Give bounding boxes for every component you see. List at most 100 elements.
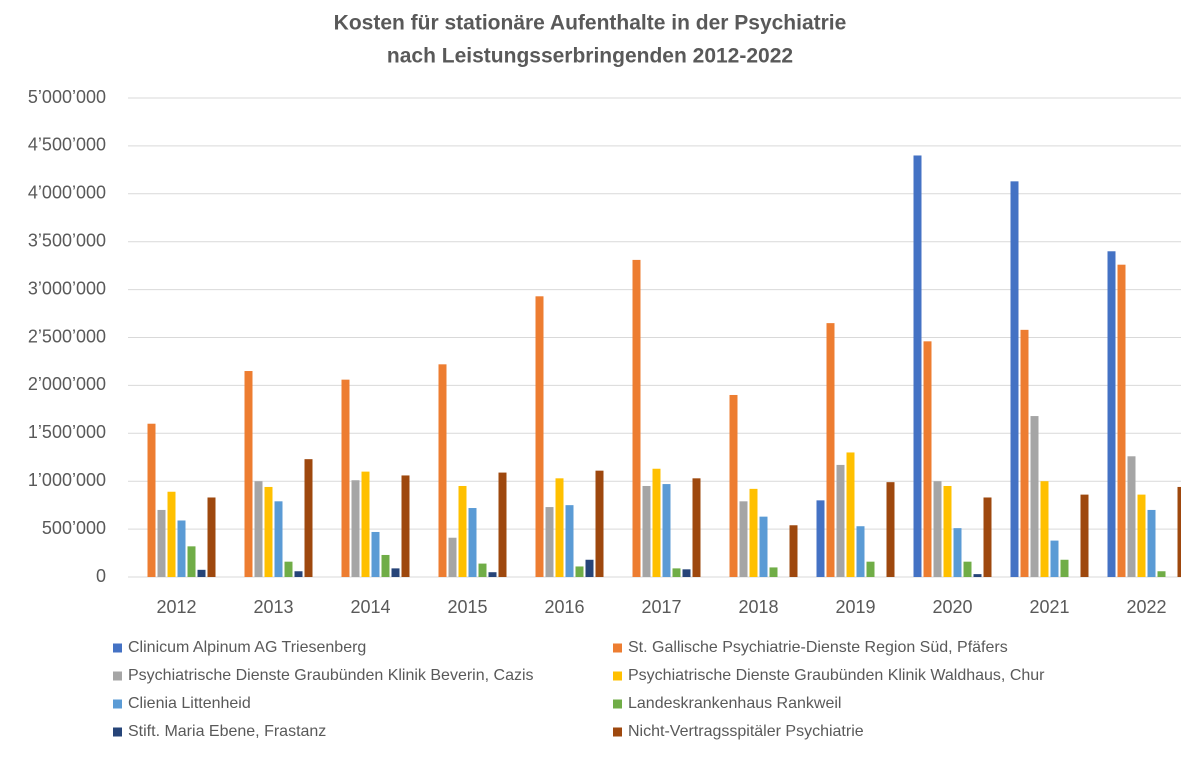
- bar: [304, 459, 313, 577]
- bar: [187, 546, 196, 577]
- bar: [729, 394, 738, 577]
- bar: [478, 563, 487, 577]
- bar: [943, 485, 952, 577]
- bar: [923, 341, 932, 577]
- x-tick-label: 2022: [1126, 597, 1166, 617]
- bar: [652, 468, 661, 577]
- bar: [401, 475, 410, 577]
- bar: [846, 452, 855, 577]
- bar: [826, 323, 835, 577]
- bar: [963, 561, 972, 577]
- bar: [468, 508, 477, 577]
- bar: [1030, 416, 1039, 577]
- legend-swatch: [613, 671, 622, 681]
- bar: [983, 497, 992, 577]
- bar: [739, 501, 748, 577]
- bar: [565, 505, 574, 577]
- legend-label: St. Gallische Psychiatrie-Dienste Region…: [628, 639, 1008, 656]
- legend-swatch: [113, 671, 122, 681]
- bar: [632, 259, 641, 577]
- bar: [254, 481, 263, 577]
- x-tick-label: 2012: [156, 597, 196, 617]
- bar: [1117, 264, 1126, 577]
- bar: [351, 480, 360, 577]
- bar: [371, 531, 380, 577]
- legend-label: Clienia Littenheid: [128, 695, 251, 712]
- bar: [1127, 456, 1136, 577]
- bar: [856, 526, 865, 577]
- y-tick-label: 1’000’000: [28, 470, 106, 490]
- bar: [264, 486, 273, 577]
- bar: [555, 478, 564, 577]
- bar: [642, 485, 651, 577]
- x-tick-label: 2015: [447, 597, 487, 617]
- bar: [1157, 571, 1166, 577]
- legend-label: Landeskrankenhaus Rankweil: [628, 695, 841, 712]
- x-tick-label: 2018: [738, 597, 778, 617]
- x-tick-label: 2016: [544, 597, 584, 617]
- bar: [682, 569, 691, 577]
- bar: [157, 509, 166, 577]
- x-tick-label: 2014: [350, 597, 390, 617]
- y-tick-label: 3’000’000: [28, 278, 106, 298]
- y-tick-label: 5’000’000: [28, 87, 106, 107]
- legend-label: Stift. Maria Ebene, Frastanz: [128, 723, 326, 740]
- bar: [1020, 329, 1029, 577]
- bar: [391, 568, 400, 577]
- bar: [535, 296, 544, 577]
- bar: [816, 500, 825, 577]
- bar: [769, 567, 778, 577]
- legend-swatch: [613, 727, 622, 737]
- y-tick-label: 3’500’000: [28, 230, 106, 250]
- x-tick-label: 2021: [1029, 597, 1069, 617]
- bar: [759, 516, 768, 577]
- bar: [595, 470, 604, 577]
- bar: [545, 507, 554, 577]
- bar: [284, 561, 293, 577]
- y-tick-label: 4’500’000: [28, 135, 106, 155]
- bar: [662, 484, 671, 577]
- bar: [1177, 486, 1181, 577]
- bar: [1040, 481, 1049, 577]
- bar: [197, 569, 206, 577]
- y-tick-label: 0: [96, 566, 106, 586]
- bar: [458, 485, 467, 577]
- legend-label: Psychiatrische Dienste Graubünden Klinik…: [128, 667, 534, 684]
- bar: [1050, 540, 1059, 577]
- bar: [672, 568, 681, 577]
- bar: [294, 571, 303, 577]
- legend-swatch: [113, 643, 122, 653]
- bar: [933, 481, 942, 577]
- bar: [1107, 251, 1116, 577]
- x-tick-label: 2020: [932, 597, 972, 617]
- legend-label: Nicht-Vertragsspitäler Psychiatrie: [628, 723, 864, 740]
- legend-swatch: [613, 699, 622, 709]
- bar: [1147, 509, 1156, 577]
- bar: [1010, 181, 1019, 577]
- bar: [913, 155, 922, 578]
- bar: [1060, 559, 1069, 577]
- bar: [749, 488, 758, 577]
- legend-label: Clinicum Alpinum AG Triesenberg: [128, 639, 366, 656]
- bar: [692, 478, 701, 577]
- x-tick-label: 2017: [641, 597, 681, 617]
- chart-title: nach Leistungsserbringenden 2012-2022: [387, 45, 793, 68]
- legend-swatch: [113, 727, 122, 737]
- bar: [167, 491, 176, 577]
- y-tick-label: 2’500’000: [28, 326, 106, 346]
- bar: [886, 482, 895, 577]
- bar: [1137, 494, 1146, 577]
- bar: [585, 559, 594, 577]
- y-tick-label: 4’000’000: [28, 183, 106, 203]
- bar: [789, 525, 798, 577]
- bar: [953, 528, 962, 577]
- bar: [488, 572, 497, 577]
- bar: [448, 537, 457, 577]
- bar: [361, 471, 370, 577]
- bar: [836, 464, 845, 577]
- legend-label: Psychiatrische Dienste Graubünden Klinik…: [628, 667, 1045, 684]
- y-tick-label: 2’000’000: [28, 374, 106, 394]
- bar: [244, 371, 253, 577]
